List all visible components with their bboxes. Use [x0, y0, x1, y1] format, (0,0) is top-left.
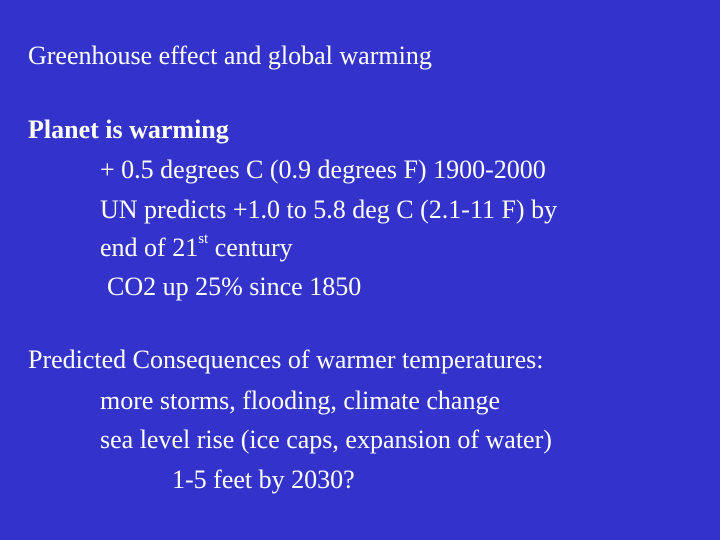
section-heading-planet-warming: Planet is warming — [28, 115, 229, 144]
section-heading-consequences: Predicted Consequences of warmer tempera… — [28, 345, 544, 374]
bullet-temperature-rise: + 0.5 degrees C (0.9 degrees F) 1900-200… — [100, 155, 546, 184]
consequence-sea-level: sea level rise (ice caps, expansion of w… — [100, 425, 552, 454]
sea-level-estimate: 1-5 feet by 2030? — [172, 465, 355, 494]
bullet-un-prediction: UN predicts +1.0 to 5.8 deg C (2.1-11 F)… — [100, 195, 558, 224]
bullet-co2: CO2 up 25% since 1850 — [107, 272, 362, 301]
slide-title: Greenhouse effect and global warming — [28, 41, 432, 70]
continuation-text-end: century — [208, 233, 293, 262]
consequence-storms: more storms, flooding, climate change — [100, 386, 501, 415]
bullet-un-prediction-continuation: end of 21st century — [100, 231, 293, 263]
continuation-text: end of 21 — [100, 233, 199, 262]
ordinal-suffix: st — [198, 231, 209, 248]
